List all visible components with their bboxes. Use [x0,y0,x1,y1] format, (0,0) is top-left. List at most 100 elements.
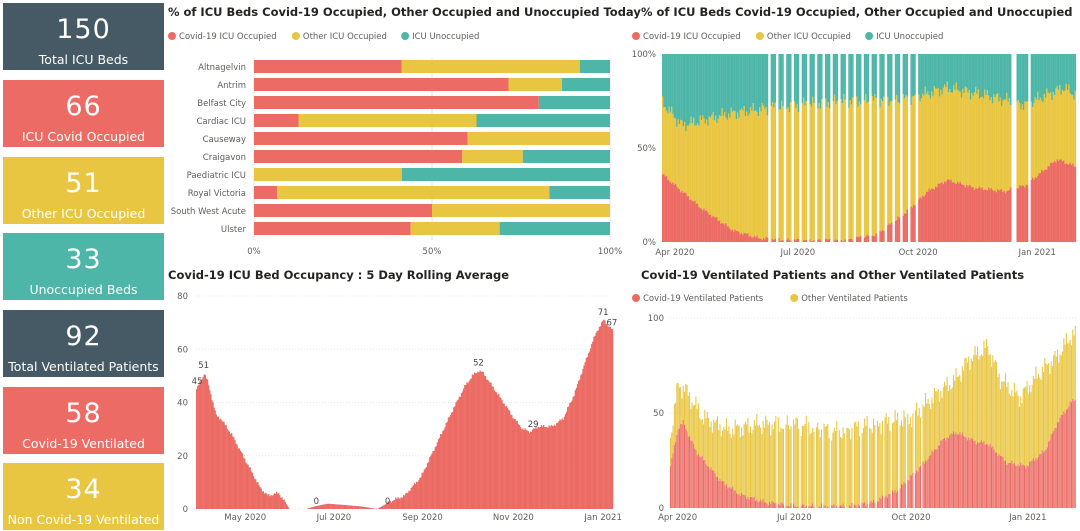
area-covid-43 [717,220,720,242]
area-unocc-156 [863,54,866,101]
vent-other-98 [794,424,796,507]
vent-other-68 [756,413,758,500]
area-covid-204 [925,192,928,242]
area-other-62 [742,110,744,235]
area-other-305 [1056,85,1059,160]
roll-y-tick-1: 20 [177,452,188,462]
roll-bar-181 [394,499,396,509]
roll-bar-60 [261,491,263,509]
roll-bar-235 [453,407,455,509]
area-other-215 [940,89,942,184]
vent-covid-159 [871,502,873,508]
area-covid-241 [973,189,976,242]
roll-bar-320 [546,426,548,509]
vent-covid-190 [911,475,913,508]
vent-covid-23 [699,456,701,508]
area-other-217 [942,87,945,185]
vent-covid-214 [941,440,943,508]
area-covid-162 [871,235,874,242]
roll-data-label-3: 0 [385,497,390,507]
roll-bar-292 [515,421,517,509]
area-unocc-315 [1069,54,1071,94]
area-covid-176 [889,224,892,242]
area-unocc-232 [962,54,964,89]
roll-bar-43 [243,457,245,509]
area-covid-134 [835,239,837,242]
area-covid-226 [954,183,956,242]
vent-covid-13 [686,431,688,508]
area-covid-6 [669,182,672,242]
area-other-232 [962,88,964,185]
area-other-70 [752,103,755,238]
roll-bar-170 [382,505,384,509]
area-unocc-134 [835,54,837,104]
vent-covid-272 [1015,465,1017,508]
vent-covid-252 [989,443,991,508]
roll-bar-233 [451,412,453,509]
roll-bar-183 [396,498,398,509]
area-other-266 [1006,93,1008,192]
roll-bar-201 [415,481,418,509]
roll-bar-227 [444,427,446,509]
roll-bar-190 [403,495,406,509]
area-covid-263 [1002,191,1004,242]
area-covid-152 [858,237,861,242]
area-other-316 [1070,94,1073,165]
roll-bar-370 [600,322,603,509]
bar-category-label-0: Altnagelvin [198,63,246,73]
vent-other-112 [812,427,814,504]
roll-bar-375 [606,324,608,509]
vent-other-226 [956,376,958,435]
bar-segment-2-0 [254,96,539,109]
vent-other-117 [818,429,820,507]
area-covid-97 [787,238,789,242]
bar-segment-1-1 [508,78,562,91]
vent-covid-21 [696,455,698,508]
area-other-74 [757,116,760,239]
area-unocc-225 [953,54,955,86]
vent-other-73 [762,421,764,499]
vent-covid-307 [1059,417,1061,508]
kpi-value: 92 [65,321,102,352]
area-covid-198 [918,199,920,242]
area-other-297 [1046,88,1048,170]
roll-bar-287 [510,414,512,509]
kpi-card-5: 58 Covid-19 Ventilated [3,387,164,454]
bar-segment-5-1 [462,150,523,163]
area-legend-marker-1 [755,32,764,40]
vent-other-313 [1067,343,1069,409]
vent-legend-label-0: Covid-19 Ventilated Patients [643,294,764,304]
roll-bar-8 [204,374,207,509]
roll-bar-238 [456,400,458,509]
vent-covid-24 [700,457,702,508]
area-unocc-25 [694,54,696,126]
roll-bar-44 [244,458,246,509]
vent-other-281 [1026,380,1028,466]
area-unocc-76 [760,54,762,112]
area-other-299 [1048,93,1051,167]
vent-covid-220 [949,435,951,508]
area-other-114 [809,104,811,240]
vent-other-119 [820,429,823,504]
area-unocc-287 [1033,54,1035,103]
area-other-28 [698,125,700,207]
kpi-value: 34 [65,474,102,505]
kpi-value: 150 [56,14,111,45]
area-covid-23 [691,200,694,242]
roll-bar-295 [518,425,521,509]
vent-covid-228 [959,432,961,508]
vent-covid-260 [999,455,1001,508]
area-covid-57 [735,230,738,242]
area-other-132 [832,101,835,242]
vent-other-105 [803,426,805,505]
vent-other-123 [826,425,828,508]
vent-covid-258 [997,456,999,508]
bar-legend-label-2: ICU Unoccupied [412,32,479,42]
area-unocc-251 [986,54,989,91]
roll-bar-214 [430,455,432,509]
roll-bar-337 [564,413,567,509]
area-other-236 [967,92,969,187]
area-covid-75 [759,238,761,242]
area-covid-22 [690,199,692,242]
roll-bar-2 [198,384,200,509]
